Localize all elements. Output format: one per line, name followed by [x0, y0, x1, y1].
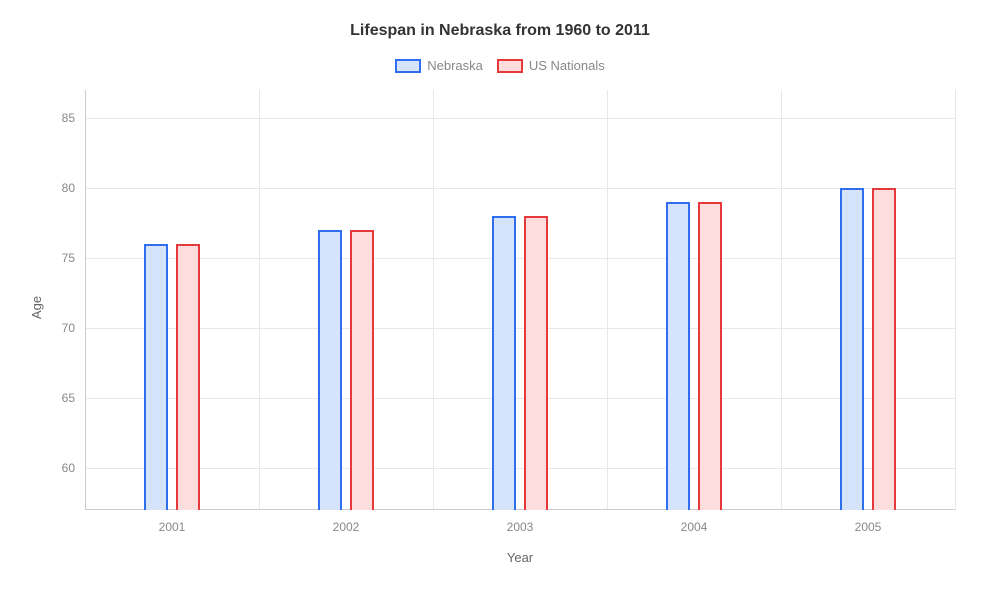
grid-line-h — [85, 398, 955, 399]
bar-nebraska — [492, 216, 516, 510]
bar-nebraska — [144, 244, 168, 510]
bar-us-nationals — [350, 230, 374, 510]
x-tick-label: 2001 — [159, 510, 186, 534]
grid-line-v — [955, 90, 956, 510]
y-axis-title: Age — [29, 296, 44, 319]
y-tick-label: 70 — [62, 321, 85, 335]
bar-us-nationals — [698, 202, 722, 510]
chart-container: Lifespan in Nebraska from 1960 to 2011 N… — [0, 0, 1000, 600]
legend-label-usnationals: US Nationals — [529, 58, 605, 73]
y-tick-label: 65 — [62, 391, 85, 405]
grid-line-h — [85, 468, 955, 469]
x-axis-title: Year — [507, 550, 533, 565]
legend: Nebraska US Nationals — [0, 58, 1000, 73]
chart-title: Lifespan in Nebraska from 1960 to 2011 — [0, 22, 1000, 40]
x-tick-label: 2003 — [507, 510, 534, 534]
bar-us-nationals — [176, 244, 200, 510]
y-tick-label: 80 — [62, 181, 85, 195]
grid-line-v — [259, 90, 260, 510]
legend-swatch-nebraska — [395, 59, 421, 73]
legend-label-nebraska: Nebraska — [427, 58, 483, 73]
grid-line-h — [85, 118, 955, 119]
bar-us-nationals — [524, 216, 548, 510]
y-axis-line — [85, 90, 86, 510]
x-tick-label: 2004 — [681, 510, 708, 534]
bar-us-nationals — [872, 188, 896, 510]
bar-nebraska — [840, 188, 864, 510]
legend-item-nebraska: Nebraska — [395, 58, 483, 73]
plot-area: 60657075808520012002200320042005 — [85, 90, 955, 510]
bar-nebraska — [318, 230, 342, 510]
x-tick-label: 2002 — [333, 510, 360, 534]
y-tick-label: 85 — [62, 111, 85, 125]
grid-line-h — [85, 328, 955, 329]
legend-item-usnationals: US Nationals — [497, 58, 605, 73]
grid-line-h — [85, 188, 955, 189]
y-tick-label: 75 — [62, 251, 85, 265]
x-tick-label: 2005 — [855, 510, 882, 534]
grid-line-v — [607, 90, 608, 510]
y-tick-label: 60 — [62, 461, 85, 475]
grid-line-v — [433, 90, 434, 510]
legend-swatch-usnationals — [497, 59, 523, 73]
bar-nebraska — [666, 202, 690, 510]
grid-line-h — [85, 258, 955, 259]
grid-line-v — [781, 90, 782, 510]
